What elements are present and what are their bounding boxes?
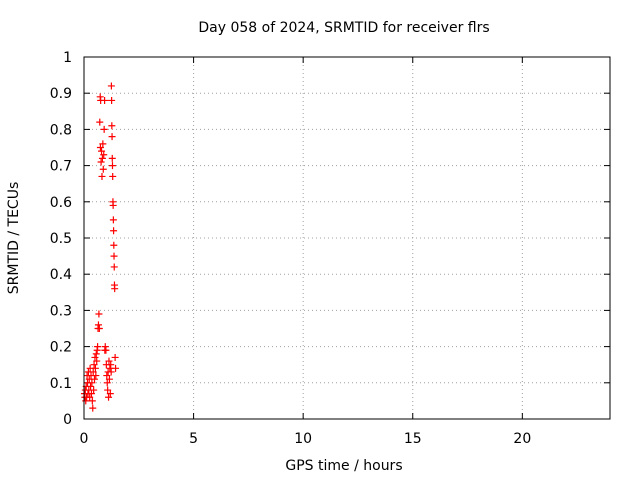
data-point <box>87 382 95 390</box>
data-point <box>108 162 116 170</box>
chart-title: Day 058 of 2024, SRMTID for receiver flr… <box>198 20 489 36</box>
data-point <box>110 227 118 235</box>
data-point <box>101 96 109 104</box>
data-point <box>107 361 115 369</box>
data-point <box>88 379 96 387</box>
data-point <box>102 346 110 354</box>
data-point <box>109 201 117 209</box>
data-point <box>95 325 103 332</box>
data-point <box>103 372 111 380</box>
data-point <box>89 404 97 412</box>
data-point <box>109 172 117 180</box>
data-point <box>91 375 99 383</box>
data-point <box>89 368 97 376</box>
x-axis-label: GPS time / hours <box>285 458 402 474</box>
data-point <box>97 158 105 166</box>
y-tick-label: 0.8 <box>50 122 72 138</box>
data-point <box>104 386 112 394</box>
data-point <box>108 133 116 141</box>
data-point <box>110 252 118 260</box>
ticks-layer <box>83 56 610 420</box>
data-point <box>100 151 108 159</box>
data-point <box>94 343 102 351</box>
data-point <box>103 379 111 387</box>
data-point <box>86 393 94 401</box>
y-tick-label: 0.1 <box>50 376 72 392</box>
data-point <box>98 154 106 162</box>
data-points <box>80 82 120 412</box>
data-point <box>95 310 103 318</box>
data-point <box>87 390 95 398</box>
y-tick-label: 0.3 <box>50 303 72 319</box>
data-point <box>93 357 101 365</box>
x-tick-label: 10 <box>294 431 312 447</box>
x-tick-label: 20 <box>513 431 531 447</box>
y-tick-label: 0.7 <box>50 159 72 175</box>
x-tick-label: 0 <box>80 431 89 447</box>
y-axis-label: SRMTID / TECUs <box>6 182 22 295</box>
data-point <box>92 350 100 358</box>
y-tick-label: 0.6 <box>50 195 72 211</box>
data-point <box>110 241 118 249</box>
data-point <box>107 368 115 376</box>
data-point <box>105 357 113 365</box>
y-tick-label: 0.9 <box>50 86 72 102</box>
y-tick-labels: 0 0.1 0.2 0.3 0.4 0.5 0.6 0.7 0.8 0.9 1 <box>50 50 72 428</box>
data-point <box>112 364 120 372</box>
data-point <box>106 390 114 398</box>
data-point <box>88 397 96 405</box>
data-point <box>108 96 116 104</box>
x-tick-label: 15 <box>404 431 422 447</box>
data-point <box>108 154 116 162</box>
data-point <box>100 125 108 133</box>
data-point <box>90 386 98 394</box>
data-point <box>90 361 98 369</box>
y-tick-label: 0 <box>63 412 72 428</box>
x-tick-label: 5 <box>189 431 198 447</box>
data-point <box>105 375 113 383</box>
data-point <box>99 165 107 173</box>
data-point <box>99 140 107 148</box>
grid-layer <box>84 57 610 419</box>
y-tick-label: 0.5 <box>50 231 72 247</box>
data-point <box>101 343 109 351</box>
plot-frame <box>83 56 611 420</box>
data-point <box>82 397 90 405</box>
data-point <box>110 263 118 271</box>
y-tick-label: 0.4 <box>50 267 72 283</box>
y-tick-label: 0.2 <box>50 340 72 356</box>
data-point <box>91 364 99 372</box>
data-point <box>98 147 106 155</box>
data-point <box>96 144 104 151</box>
data-point <box>91 353 99 361</box>
data-point <box>92 372 100 380</box>
data-point <box>96 118 104 126</box>
data-point <box>105 393 113 401</box>
data-point <box>107 82 115 90</box>
data-point <box>108 122 116 130</box>
data-point <box>111 353 119 361</box>
data-point <box>109 216 117 224</box>
data-point <box>98 172 106 180</box>
y-tick-label: 1 <box>63 50 72 66</box>
data-point <box>111 285 119 293</box>
x-tick-labels: 0 5 10 15 20 <box>80 431 532 447</box>
data-point <box>94 321 102 329</box>
